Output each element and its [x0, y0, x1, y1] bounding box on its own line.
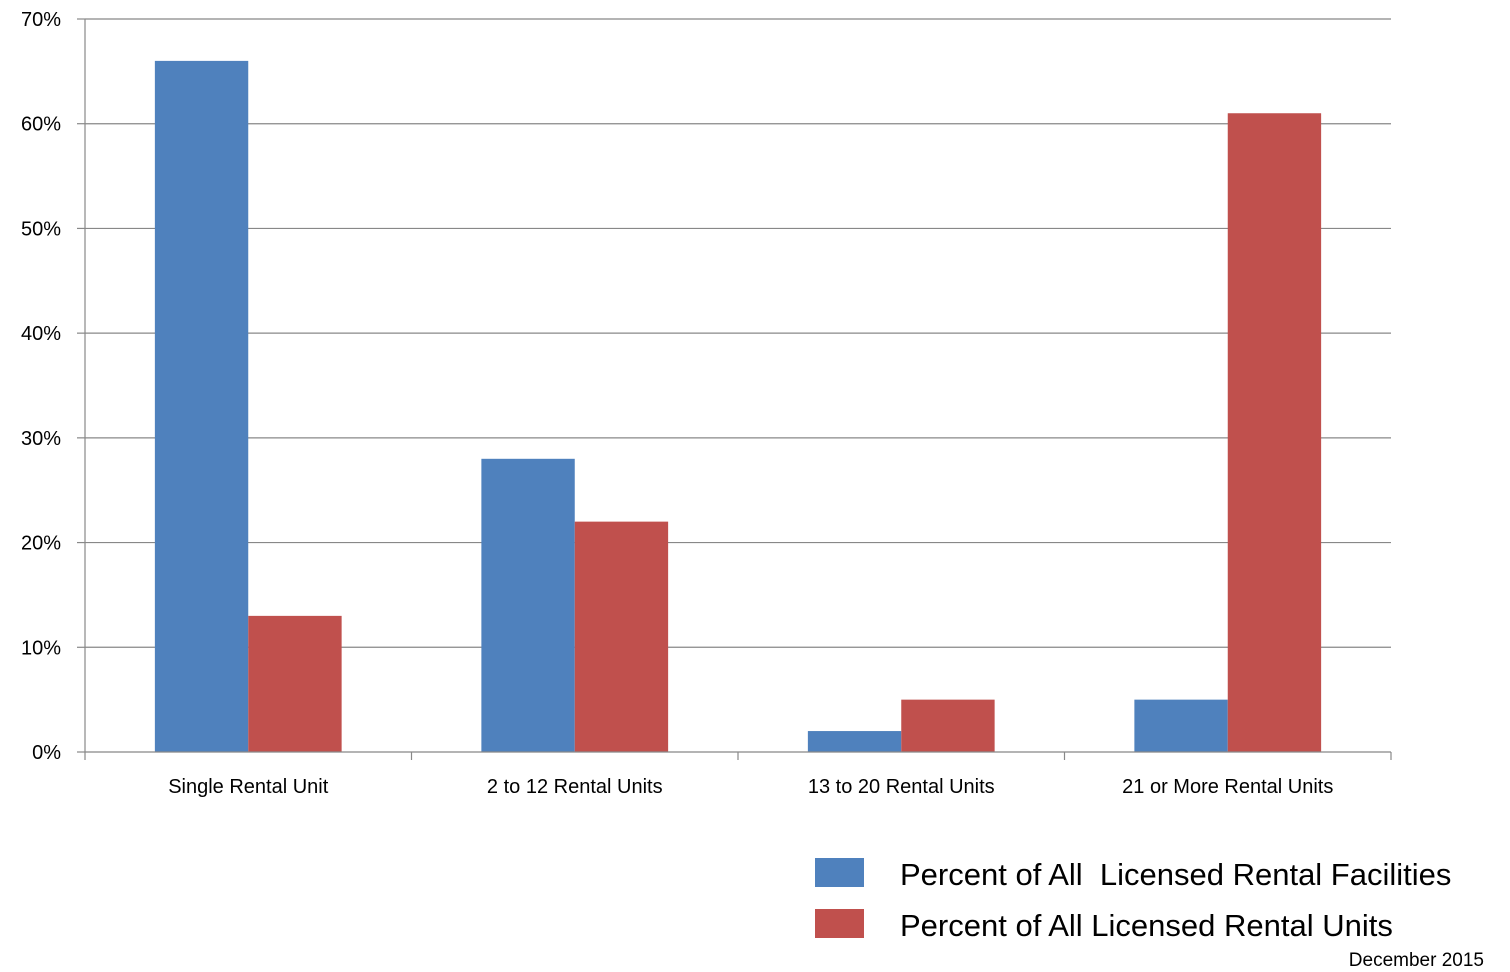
x-category-label: 21 or More Rental Units: [1122, 776, 1333, 798]
bar-facilities: [154, 60, 249, 752]
bar-units: [574, 521, 669, 752]
y-tick-label: 70%: [21, 9, 61, 31]
y-tick-label: 30%: [21, 428, 61, 450]
bar-units: [248, 615, 342, 752]
legend-label: Percent of All Licensed Rental Facilitie…: [900, 857, 1451, 892]
x-category-label: 2 to 12 Rental Units: [487, 776, 663, 798]
y-tick-label: 0%: [32, 742, 61, 764]
bar-facilities: [481, 458, 575, 752]
footnote-date: December 2015: [1349, 950, 1484, 971]
legend-label: Percent of All Licensed Rental Units: [900, 908, 1393, 943]
bar-units: [1227, 113, 1322, 752]
bar-facilities: [1134, 699, 1228, 752]
legend-swatch: [815, 909, 864, 938]
y-tick-label: 20%: [21, 533, 61, 555]
axes: [77, 18, 1392, 760]
y-tick-label: 50%: [21, 218, 61, 240]
gridlines: [85, 18, 1391, 648]
legend-swatch: [815, 858, 864, 887]
legend: Percent of All Licensed Rental Facilitie…: [815, 857, 1451, 943]
bar-units: [901, 699, 995, 752]
x-category-labels: Single Rental Unit 2 to 12 Rental Units 13…: [168, 776, 1333, 798]
bars: [154, 60, 1322, 752]
x-category-label: Single Rental Unit: [168, 776, 329, 798]
y-tick-label: 60%: [21, 114, 61, 136]
y-tick-label: 40%: [21, 323, 61, 345]
x-category-label: 13 to 20 Rental Units: [808, 776, 995, 798]
y-tick-label: 10%: [21, 637, 61, 659]
y-tick-labels: 0% 10% 20% 30% 40% 50% 60% 70%: [21, 9, 61, 764]
bar-facilities: [807, 731, 902, 752]
